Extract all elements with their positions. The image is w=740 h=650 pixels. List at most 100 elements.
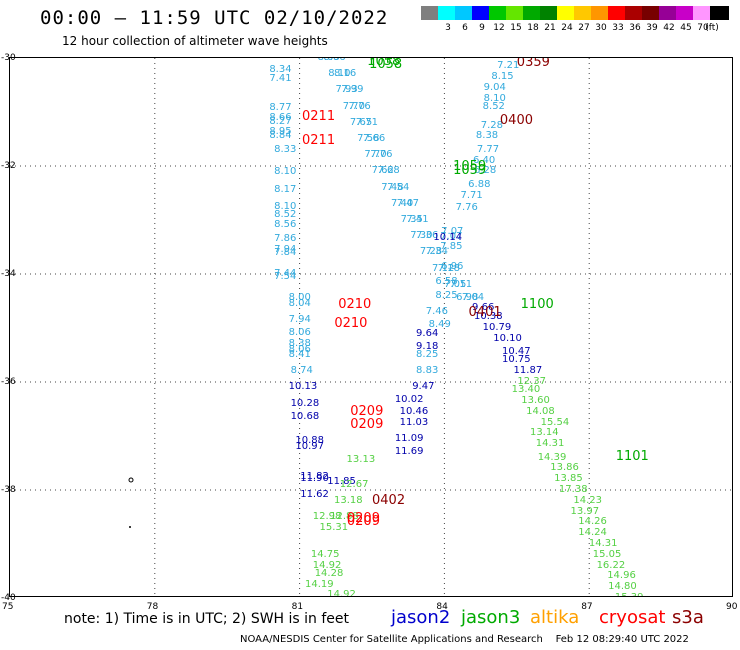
swh-value: 8.34 (269, 63, 292, 75)
swh-value: 7.07 (441, 225, 464, 237)
scale-swatch (472, 6, 491, 20)
scale-unit: (ft) (705, 23, 719, 33)
scale-label: 33 (612, 23, 624, 33)
scale-label: 36 (629, 23, 641, 33)
pass-time-label: 0209 (346, 514, 380, 530)
swh-value: 10.75 (501, 354, 531, 366)
swh-value: 7.85 (440, 241, 463, 252)
swh-value: 14.80 (608, 581, 637, 593)
longitude-label: 84 (436, 602, 448, 612)
pass-time-label: 0210 (334, 315, 368, 331)
scale-swatch (540, 6, 559, 20)
swh-value: 6.96 (441, 260, 464, 272)
swh-value: 7.04 (461, 292, 485, 304)
latitude-label: -40 (1, 593, 16, 603)
swh-value: 10.13 (288, 381, 318, 393)
pass-time-label: 1059 (453, 163, 487, 179)
swh-value: 15.54 (540, 416, 570, 428)
swh-value: 7.70 (364, 149, 387, 161)
swh-value: 10.79 (482, 322, 512, 333)
scale-swatch (608, 6, 627, 20)
swh-value: 15.31 (319, 521, 349, 533)
swh-value: 14.23 (573, 494, 603, 506)
swh-value: 7.93 (335, 84, 358, 96)
swh-value: 7.62 (371, 165, 394, 177)
pass-time-label: 0359 (516, 57, 550, 71)
legend-cryosat: cryosat (599, 607, 666, 628)
swh-value: 8.38 (288, 338, 311, 350)
credit-line: NOAA/NESDIS Center for Satellite Applica… (240, 634, 689, 645)
longitude-label: 90 (726, 602, 738, 612)
swh-value: 7.41 (269, 73, 292, 85)
swh-value: 13.18 (334, 494, 363, 506)
swh-value: 7.76 (455, 201, 478, 213)
swh-value: 17.38 (558, 484, 588, 495)
latitude-label: -34 (1, 269, 16, 279)
latitude-label: -38 (1, 485, 16, 495)
swh-value: 10.10 (493, 332, 522, 344)
scale-swatch (574, 6, 593, 20)
swh-value: 13.86 (550, 462, 579, 474)
swh-value: 7.84 (274, 247, 297, 259)
swh-value: 13.14 (529, 427, 559, 439)
graticule (10, 58, 732, 596)
swh-value: 7.44 (274, 268, 297, 279)
legend-altika: altika (530, 607, 580, 628)
scale-swatch (438, 6, 457, 20)
scale-swatch (421, 6, 440, 20)
swh-value: 6.88 (468, 178, 491, 190)
swh-value: 8.52 (274, 208, 297, 220)
swh-value: 10.38 (473, 311, 503, 323)
swh-value: 9.18 (416, 340, 439, 352)
swh-value: 14.26 (578, 516, 607, 528)
swh-value: 16.22 (596, 559, 626, 571)
pass-time-label: 1059 (453, 159, 487, 174)
swh-value: 12.88 (330, 511, 359, 522)
swh-value: 14.92 (327, 589, 356, 597)
swh-value: 9.64 (416, 328, 439, 340)
island-markers (128, 477, 134, 528)
swh-value: 7.21 (497, 59, 520, 71)
scale-swatch (676, 6, 695, 20)
scale-label: 70 (697, 23, 709, 33)
swh-value: 14.28 (314, 567, 344, 579)
swh-value: 8.10 (483, 92, 506, 104)
scale-swatch (506, 6, 525, 20)
swh-value: 14.24 (578, 527, 607, 539)
swh-value: 8.06 (288, 343, 311, 355)
scale-swatch (557, 6, 576, 20)
swh-value: 9.47 (412, 381, 435, 393)
swh-value: 13.97 (570, 505, 600, 517)
map-subtitle: 12 hour collection of altimeter wave hei… (62, 34, 328, 48)
island-marker (129, 526, 131, 528)
map-plot: 8.34 7.41 8.77 8.66 8.27 8.95 8.84 8.33 8.10 8.17… (9, 57, 733, 597)
legend-jason3: jason3 (461, 607, 521, 628)
scale-label: 45 (680, 23, 692, 33)
scale-swatch (591, 6, 610, 20)
swh-value: 8.49 (428, 319, 451, 331)
swh-value: 11.85 (327, 475, 356, 487)
longitude-label: 75 (2, 602, 14, 612)
swh-value: 11.09 (394, 432, 424, 444)
scale-label: 18 (527, 23, 539, 33)
scale-label: 6 (462, 23, 468, 33)
pass-time-label: 1058 (369, 57, 403, 73)
swh-value: 10.68 (290, 411, 320, 423)
island-marker (128, 477, 134, 483)
pass-time-label: 0211 (302, 109, 336, 125)
pass-time-label: 1100 (520, 296, 554, 312)
pass-time-label: 0209 (346, 511, 380, 527)
swh-value: 14.19 (305, 578, 334, 590)
swh-value: 13.40 (511, 384, 541, 396)
swh-value: 11.62 (300, 489, 329, 501)
swh-value: 8.04 (288, 297, 311, 309)
swh-value: 8.95 (269, 125, 292, 137)
scale-swatch (659, 6, 678, 20)
swh-value: 7.94 (288, 313, 311, 325)
pass-time-label: 0401 (468, 304, 502, 320)
swh-value: 13.13 (346, 454, 376, 466)
swh-value: 7.76 (348, 100, 371, 112)
swh-value: 14.31 (588, 538, 618, 549)
latitude-label: -32 (1, 161, 16, 171)
footnote: note: 1) Time is in UTC; 2) SWH is in fe… (64, 611, 350, 627)
